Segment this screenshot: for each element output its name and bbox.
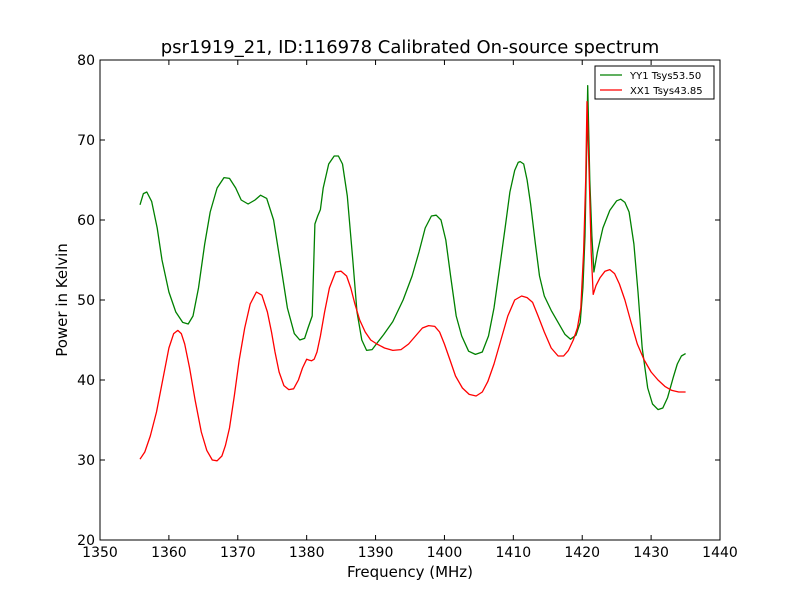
y-tick-label: 40 xyxy=(77,373,95,389)
x-tick-label: 1350 xyxy=(82,545,118,561)
y-tick-label: 50 xyxy=(77,293,95,309)
x-tick-label: 1400 xyxy=(427,545,463,561)
legend-label-1: XX1 Tsys43.85 xyxy=(630,86,703,97)
y-tick-label: 30 xyxy=(77,453,95,469)
legend-box xyxy=(594,65,715,100)
x-tick-label: 1440 xyxy=(702,545,738,561)
chart-title: psr1919_21, ID:116978 Calibrated On-sour… xyxy=(161,37,660,58)
x-tick-label: 1420 xyxy=(564,545,600,561)
y-tick-label: 20 xyxy=(77,533,95,549)
y-tick-label: 80 xyxy=(77,53,95,69)
y-tick-label: 60 xyxy=(77,213,95,229)
x-tick-label: 1370 xyxy=(220,545,256,561)
x-tick-label: 1430 xyxy=(633,545,669,561)
series-layer xyxy=(139,84,686,462)
x-tick-label: 1380 xyxy=(289,545,325,561)
legend-label-0: YY1 Tsys53.50 xyxy=(629,71,701,82)
series-line-0 xyxy=(139,84,686,411)
x-axis-label: Frequency (MHz) xyxy=(347,563,473,581)
legend: YY1 Tsys53.50 XX1 Tsys43.85 xyxy=(594,65,715,100)
ticks-layer: 1350 1360 1370 1380 1390 1400 1410 1420 1430 1440… xyxy=(77,53,738,561)
x-tick-label: 1410 xyxy=(496,545,532,561)
x-tick-label: 1390 xyxy=(358,545,394,561)
y-tick-label: 70 xyxy=(77,133,95,149)
y-axis-label: Power in Kelvin xyxy=(53,243,71,357)
series-line-1 xyxy=(139,100,686,462)
x-tick-label: 1360 xyxy=(151,545,187,561)
